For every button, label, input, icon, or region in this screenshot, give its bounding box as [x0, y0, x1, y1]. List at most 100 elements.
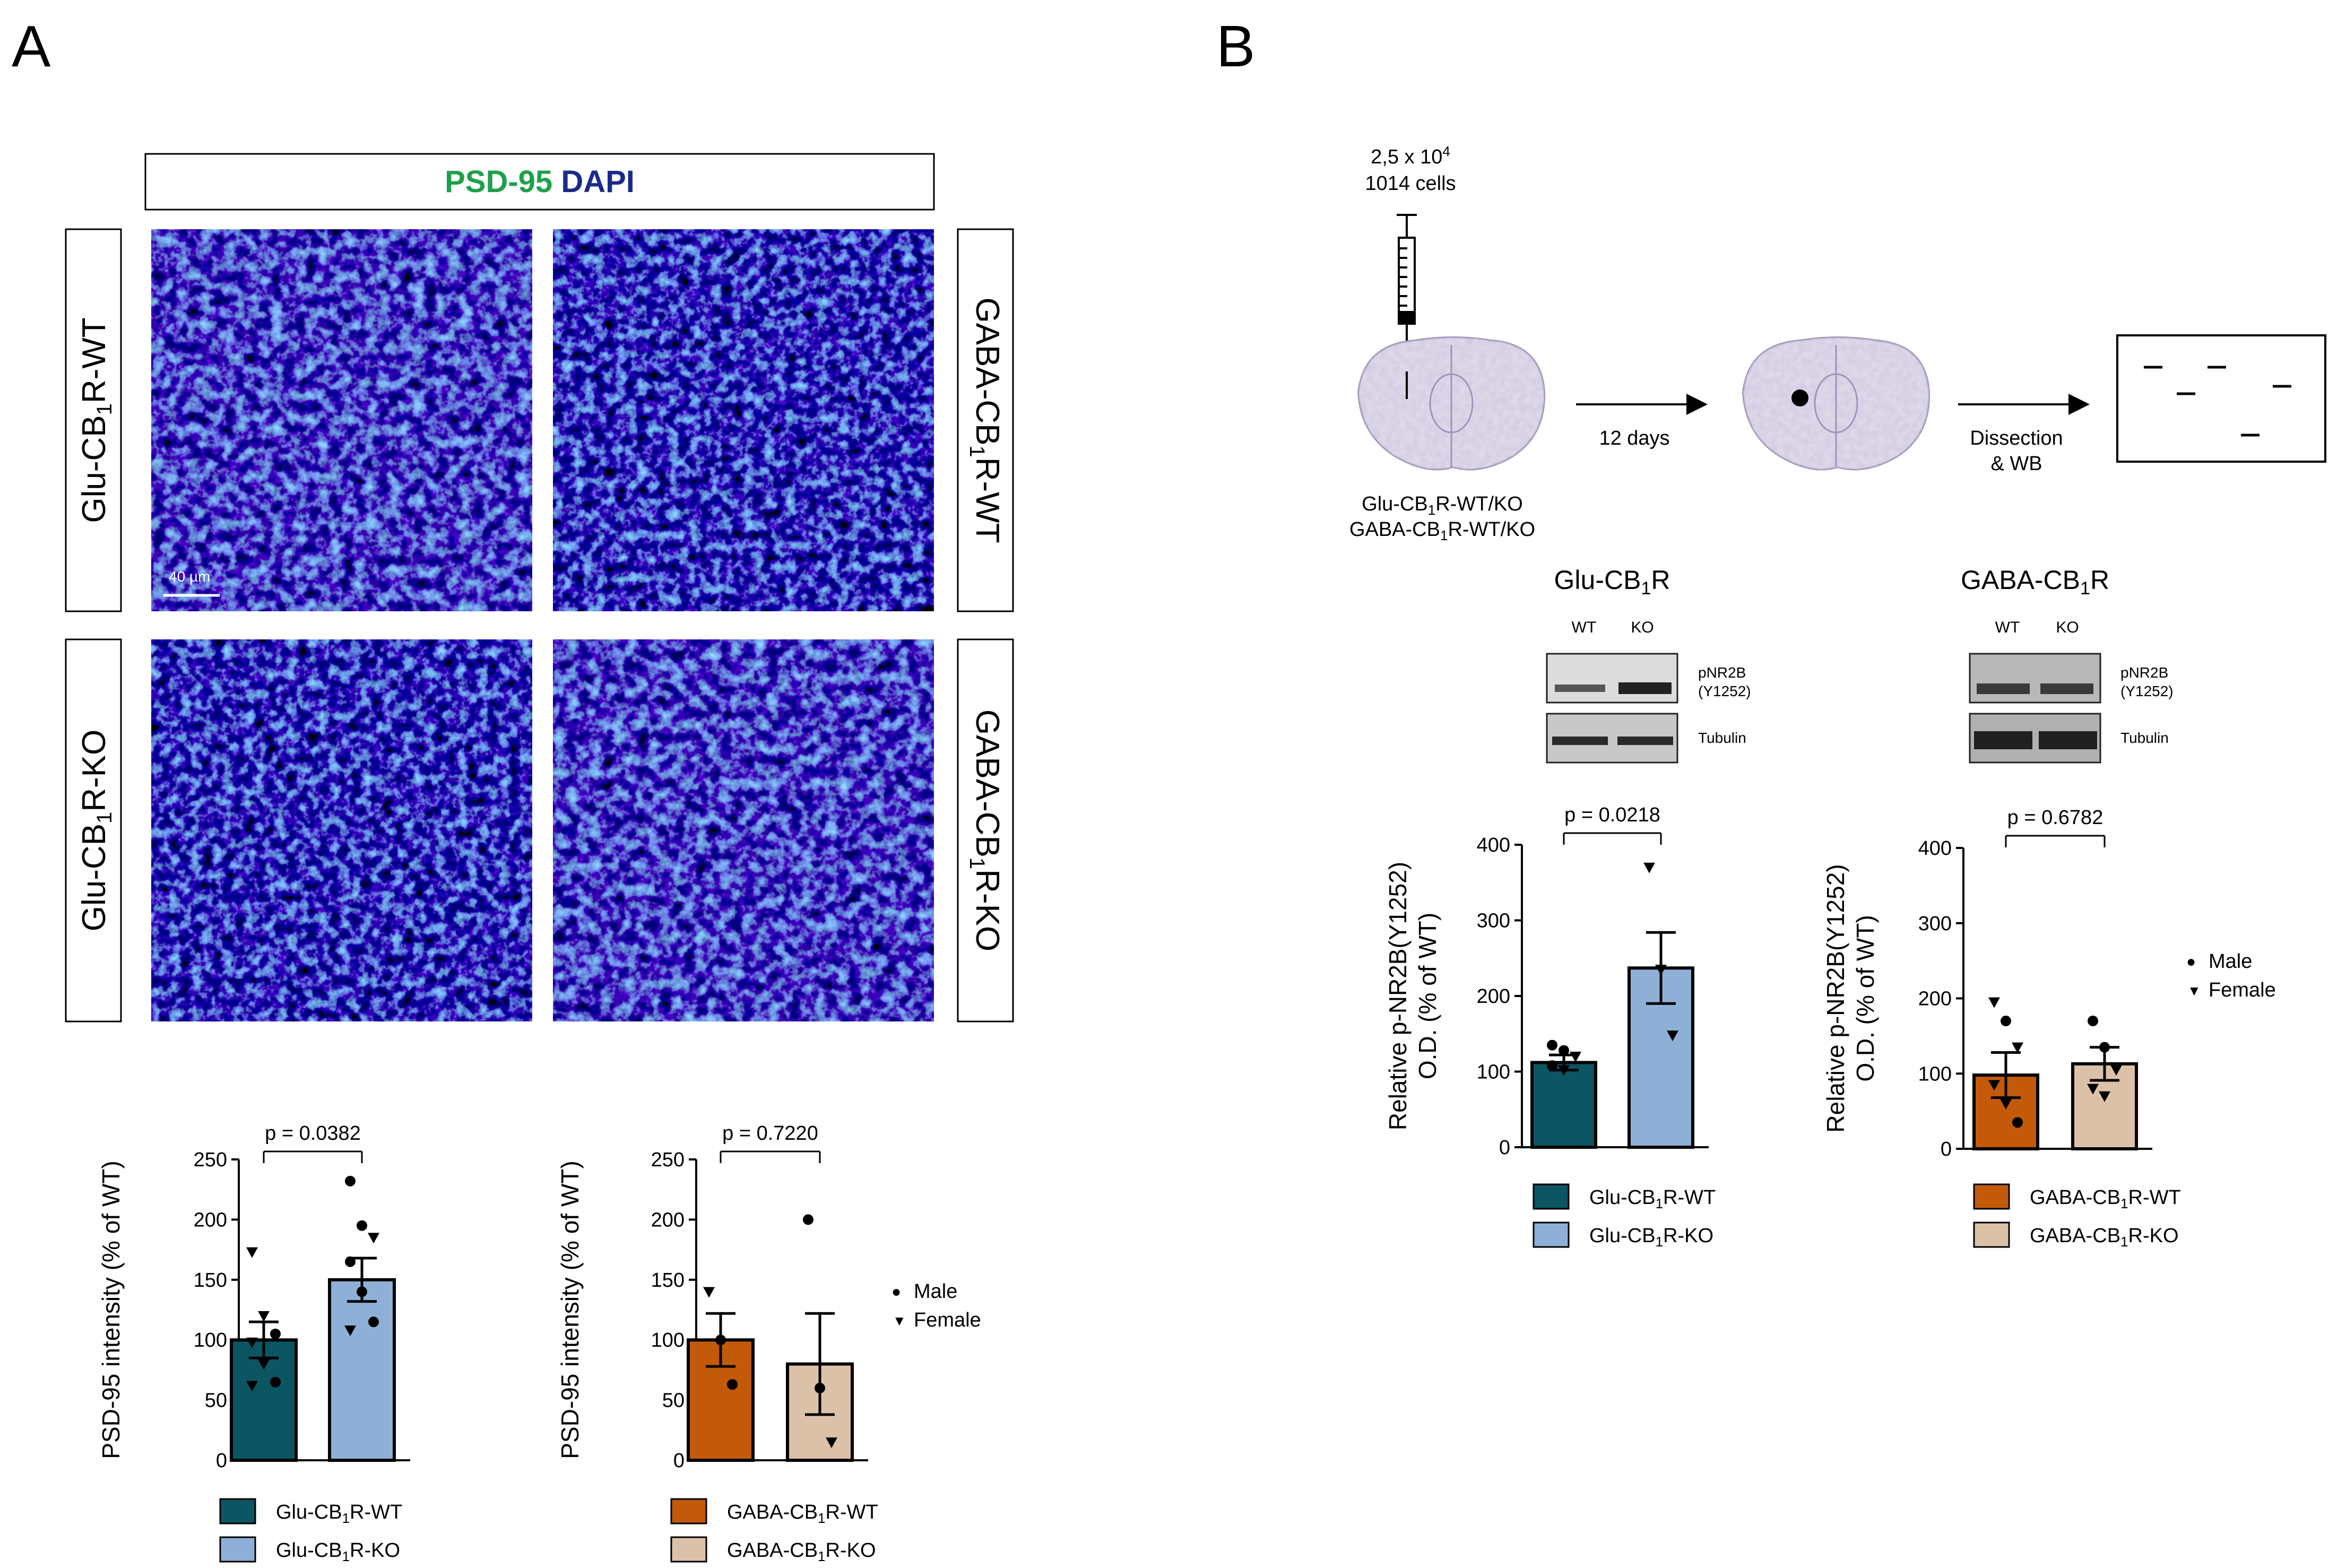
female-point — [1643, 862, 1655, 873]
y-tick-label: 50 — [662, 1390, 685, 1412]
female-point — [2099, 1091, 2110, 1102]
y-tick-label: 0 — [673, 1450, 685, 1472]
y-tick-label: 300 — [1918, 913, 1952, 935]
female-point — [2110, 1065, 2122, 1076]
legend-label: GABA-CB1R-KO — [727, 1539, 876, 1564]
y-tick-label: 200 — [194, 1209, 227, 1231]
female-point — [258, 1359, 270, 1370]
p-value: p = 0.6782 — [2007, 807, 2103, 829]
row-label-wt: Glu-CB1R-WT — [76, 317, 116, 523]
male-point — [270, 1328, 281, 1339]
tumor-dot — [1791, 389, 1808, 406]
legend-label: GABA-CB1R-WT — [727, 1501, 878, 1526]
step-label-wb: & WB — [1990, 453, 2042, 475]
legend-swatch — [1533, 1183, 1570, 1210]
brain-section-icon-2 — [1742, 336, 1931, 471]
female-point — [2012, 1042, 2023, 1053]
female-point — [2000, 1098, 2012, 1110]
blot-title: GABA-CB1R — [1961, 565, 2109, 599]
female-point — [1667, 1030, 1678, 1042]
band-wt-pnr2b — [1977, 683, 2030, 694]
male-point — [345, 1175, 356, 1186]
micrograph-gaba-wt — [553, 229, 934, 611]
female-point — [1558, 1065, 1570, 1076]
lane-label-ko: KO — [1631, 619, 1654, 636]
male-point — [270, 1376, 281, 1388]
band-ko-pnr2b — [2040, 683, 2093, 694]
western-blot-icon — [2116, 334, 2326, 463]
female-point — [368, 1233, 379, 1244]
band-wt-tubulin — [1974, 731, 2032, 749]
col-label-wt: GABA-CB1R-WT — [965, 297, 1006, 543]
bar-chart: 0 100 200 300 400 Relative p-NR2B(Y1252)O.D. … — [1822, 807, 2181, 1250]
bar — [1530, 1061, 1597, 1149]
male-point — [2099, 1042, 2110, 1053]
legend-swatch — [1973, 1222, 2010, 1248]
stain-psd95: PSD-95 — [445, 164, 552, 199]
arrow-12-days-head — [1686, 394, 1708, 415]
y-tick-label: 100 — [1477, 1061, 1510, 1084]
band-ko-tubulin — [2039, 731, 2097, 749]
band-label-y1252: (Y1252) — [2120, 683, 2174, 699]
band-label-pnr2b: pNR2B — [2120, 664, 2168, 681]
male-point — [815, 1382, 825, 1393]
band-ko-tubulin — [1617, 737, 1673, 745]
y-tick-label: 50 — [205, 1390, 227, 1412]
bar-chart: 0 50 100 150 200 250 PSD-95 intensity (% of WT… — [556, 1122, 878, 1564]
female-label: Female — [914, 1309, 981, 1331]
y-tick-label: 250 — [651, 1149, 685, 1171]
female-point — [1988, 1080, 2000, 1091]
y-tick-label: 100 — [1918, 1063, 1952, 1085]
y-tick-label: 150 — [651, 1269, 685, 1292]
micrograph-grid: PSD-95 DAPI Glu-CB1R-WT Glu-CB1R-KO GABA… — [65, 153, 1014, 1023]
y-axis-label: Relative p-NR2B(Y1252)O.D. (% of WT) — [1822, 864, 1879, 1132]
legend-swatch — [219, 1536, 256, 1563]
female-point — [703, 1287, 715, 1298]
female-point — [246, 1247, 258, 1258]
bar-chart: 0 50 100 150 200 250 PSD-95 intensity (% of WT… — [97, 1122, 410, 1564]
blot-glu: Glu-CB1R WT KO pNR2B (Y1252) Tubulin — [1546, 565, 1751, 764]
col-label-box-ko — [957, 638, 1014, 1023]
col-label-box-wt — [957, 228, 1014, 612]
micrograph-gaba-ko — [553, 639, 934, 1021]
y-tick-label: 200 — [1477, 985, 1510, 1008]
band-label-tubulin: Tubulin — [2120, 730, 2169, 746]
band-label-y1252: (Y1252) — [1698, 683, 1751, 699]
lane-label-wt: WT — [1572, 619, 1597, 636]
band-label-pnr2b: pNR2B — [1698, 664, 1746, 681]
male-point — [1547, 1039, 1557, 1051]
female-point — [258, 1311, 270, 1322]
female-point — [246, 1381, 258, 1392]
female-marker: ▼ — [2187, 983, 2201, 999]
male-point — [368, 1316, 379, 1328]
y-axis-label: Relative p-NR2B(Y1252)O.D. (% of WT) — [1384, 862, 1441, 1130]
band-label-tubulin: Tubulin — [1698, 730, 1746, 746]
legend-label: GABA-CB1R-KO — [2030, 1225, 2179, 1250]
male-point — [357, 1220, 367, 1231]
col-label-ko: GABA-CB1R-KO — [965, 709, 1006, 951]
female-point — [1988, 997, 2000, 1008]
male-point — [345, 1256, 356, 1267]
panel-label-b: B — [1216, 14, 1255, 79]
arrow-dissection-head — [2068, 394, 2090, 415]
y-axis-label: PSD-95 intensity (% of WT) — [97, 1160, 125, 1459]
band-wt-pnr2b — [1555, 685, 1605, 692]
p-value: p = 0.7220 — [722, 1122, 818, 1145]
legend-label: GABA-CB1R-WT — [2030, 1186, 2181, 1211]
male-marker: ● — [891, 1283, 901, 1301]
y-tick-label: 0 — [1499, 1137, 1510, 1159]
cell-line: 1014 cells — [1365, 172, 1456, 195]
micrograph-glu-ko — [151, 639, 532, 1021]
groups-line-2: GABA-CB1R-WT/KO — [1349, 518, 1535, 543]
male-label: Male — [914, 1280, 957, 1303]
female-point — [246, 1337, 258, 1348]
brain-section-icon — [1357, 336, 1546, 471]
y-tick-label: 250 — [194, 1149, 227, 1171]
cell-count: 2,5 x 104 — [1371, 143, 1450, 168]
bar — [328, 1278, 396, 1462]
p-value: p = 0.0218 — [1564, 804, 1660, 826]
male-point — [357, 1286, 367, 1297]
male-point — [2012, 1117, 2023, 1128]
scale-bar-label: 40 µm — [169, 568, 210, 585]
female-point — [826, 1437, 837, 1448]
